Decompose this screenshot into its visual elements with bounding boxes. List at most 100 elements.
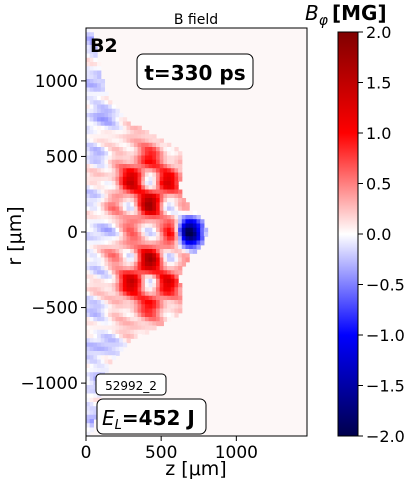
heatmap-cell: [130, 287, 135, 293]
heatmap-cell: [119, 261, 124, 267]
heatmap-cell: [100, 159, 106, 165]
heatmap-cell: [89, 189, 94, 195]
heatmap-cell: [104, 266, 109, 271]
heatmap-cell: [185, 244, 190, 250]
heatmap-cell: [203, 232, 209, 237]
heatmap-cell: [86, 189, 91, 195]
heatmap-cell: [119, 202, 124, 208]
heatmap-cell: [104, 253, 109, 259]
shot-id: 52992_2: [105, 379, 157, 393]
heatmap-cell: [144, 257, 150, 263]
heatmap-cell: [144, 219, 150, 225]
heatmap-cell: [141, 317, 146, 322]
heatmap-cell: [115, 321, 120, 327]
heatmap-cell: [189, 223, 194, 229]
heatmap-cell: [126, 287, 131, 293]
heatmap-cell: [137, 317, 142, 322]
heatmap-cell: [133, 257, 139, 263]
heatmap-cell: [93, 100, 98, 106]
heatmap-cell: [108, 283, 113, 288]
heatmap-cell: [86, 36, 91, 42]
heatmap-cell: [111, 240, 117, 246]
heatmap-cell: [97, 368, 102, 373]
heatmap-cell: [141, 219, 146, 225]
heatmap-cell: [170, 308, 175, 314]
x-tick-label: 1000: [215, 443, 258, 463]
heatmap-cell: [89, 202, 94, 208]
heatmap-cell: [108, 198, 113, 203]
heatmap-cell: [86, 125, 91, 131]
heatmap-cell: [93, 359, 98, 365]
heatmap-cell: [170, 274, 175, 280]
heatmap-cell: [111, 329, 117, 335]
heatmap-cell: [97, 219, 102, 225]
heatmap-cell: [200, 236, 205, 242]
heatmap-cell: [86, 79, 91, 84]
heatmap-cell: [115, 117, 120, 123]
heatmap-cell: [144, 232, 150, 237]
y-tick-label: −1000: [20, 374, 78, 394]
heatmap-cell: [152, 283, 157, 288]
heatmap-cell: [155, 274, 161, 280]
heatmap-cell: [89, 321, 94, 327]
heatmap-cell: [108, 219, 113, 225]
heatmap-cell: [119, 236, 124, 242]
heatmap-cell: [93, 240, 98, 246]
heatmap-cell: [119, 159, 124, 165]
heatmap-cell: [130, 125, 135, 131]
heatmap-cell: [159, 304, 164, 310]
heatmap-cell: [167, 155, 172, 161]
heatmap-cell: [122, 236, 128, 242]
heatmap-cell: [174, 253, 179, 259]
heatmap-cell: [89, 355, 94, 361]
heatmap-cell: [133, 287, 139, 293]
heatmap-cell: [86, 100, 91, 106]
heatmap-cell: [93, 236, 98, 242]
heatmap-cell: [181, 198, 187, 203]
heatmap-cell: [93, 70, 98, 76]
heatmap-cell: [108, 240, 113, 246]
heatmap-cell: [93, 219, 98, 225]
heatmap-cell: [148, 253, 153, 259]
heatmap-cell: [111, 198, 117, 203]
heatmap-cell: [89, 62, 94, 67]
heatmap-cell: [93, 45, 98, 50]
heatmap-cell: [155, 249, 161, 254]
heatmap-cell: [89, 232, 94, 237]
heatmap-cell: [100, 113, 106, 118]
heatmap-cell: [178, 236, 183, 242]
heatmap-cell: [108, 159, 113, 165]
heatmap-cell: [97, 329, 102, 335]
heatmap-cell: [97, 227, 102, 233]
heatmap-cell: [174, 215, 179, 220]
heatmap-cell: [104, 138, 109, 144]
heatmap-cell: [133, 219, 139, 225]
heatmap-cell: [126, 274, 131, 280]
heatmap-cell: [163, 198, 168, 203]
heatmap-cell: [137, 270, 142, 276]
heatmap-cell: [86, 312, 91, 318]
heatmap-cell: [100, 185, 106, 191]
heatmap-cell: [163, 185, 168, 191]
heatmap-cell: [108, 291, 113, 297]
heatmap-cell: [100, 215, 106, 220]
heatmap-cell: [141, 266, 146, 271]
heatmap-cell: [89, 283, 94, 288]
heatmap-cell: [144, 278, 150, 284]
heatmap-cell: [86, 321, 91, 327]
heatmap-cell: [115, 193, 120, 199]
heatmap-cell: [89, 108, 94, 114]
heatmap-cell: [93, 147, 98, 152]
heatmap-cell: [111, 287, 117, 293]
heatmap-cell: [126, 142, 131, 148]
heatmap-cell: [178, 215, 183, 220]
heatmap-cell: [152, 210, 157, 216]
heatmap-cell: [86, 393, 91, 399]
heatmap-cell: [111, 138, 117, 144]
heatmap-cell: [163, 287, 168, 293]
heatmap-cell: [115, 198, 120, 203]
heatmap-cell: [100, 108, 106, 114]
y-tick-label: −500: [31, 299, 78, 319]
heatmap-cell: [97, 206, 102, 212]
heatmap-cell: [170, 147, 175, 152]
